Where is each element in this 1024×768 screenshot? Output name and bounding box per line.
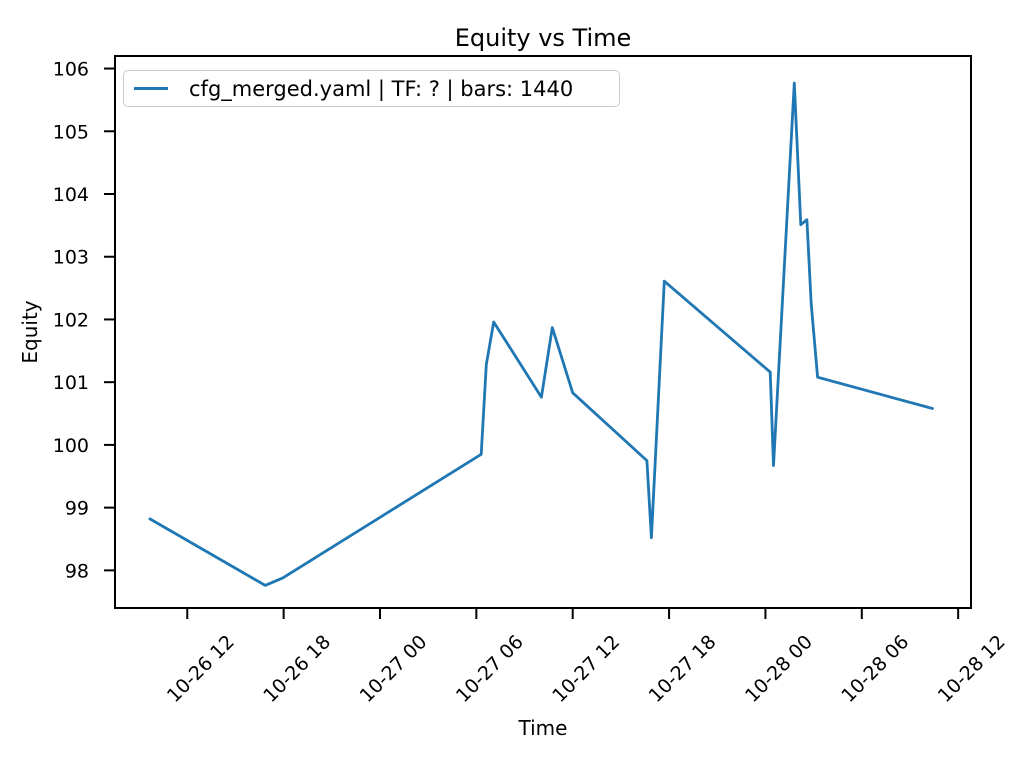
x-tick-label: 10-27 06 (452, 631, 528, 707)
y-tick-label: 106 (53, 59, 89, 81)
axes-spines (114, 55, 972, 609)
y-axis-label: Equity (18, 300, 42, 364)
y-tick-marks (104, 67, 115, 572)
y-tick-label: 105 (53, 121, 89, 143)
y-tick-labels: 98 99 100 101 102 103 104 105 106 (53, 59, 89, 583)
x-tick-label: 10-27 12 (548, 631, 624, 707)
chart-title: Equity vs Time (454, 24, 632, 52)
y-tick-label: 101 (53, 372, 89, 394)
y-tick-label: 103 (53, 247, 89, 269)
series-lines (148, 81, 934, 587)
y-tick-label: 100 (53, 435, 89, 457)
equity-line (148, 81, 934, 587)
x-tick-label: 10-28 06 (837, 631, 913, 707)
x-tick-label: 10-27 00 (356, 631, 432, 707)
y-tick-label: 99 (65, 498, 89, 520)
x-tick-label: 10-27 18 (645, 631, 721, 707)
x-tick-label: 10-28 12 (934, 631, 1010, 707)
legend-line-sample (134, 87, 168, 90)
legend: cfg_merged.yaml | TF: ? | bars: 1440 (123, 70, 620, 107)
y-tick-label: 104 (53, 184, 89, 206)
x-tick-labels: 10-26 12 10-26 18 10-27 00 10-27 06 10-27 12… (163, 631, 1010, 707)
x-axis-label: Time (518, 716, 568, 740)
x-tick-marks (186, 608, 960, 619)
x-tick-label: 10-26 18 (259, 631, 335, 707)
x-tick-label: 10-28 00 (741, 631, 817, 707)
x-tick-label: 10-26 12 (163, 631, 239, 707)
legend-label: cfg_merged.yaml | TF: ? | bars: 1440 (189, 76, 574, 101)
y-tick-label: 98 (65, 560, 89, 582)
y-tick-label: 102 (53, 309, 89, 331)
